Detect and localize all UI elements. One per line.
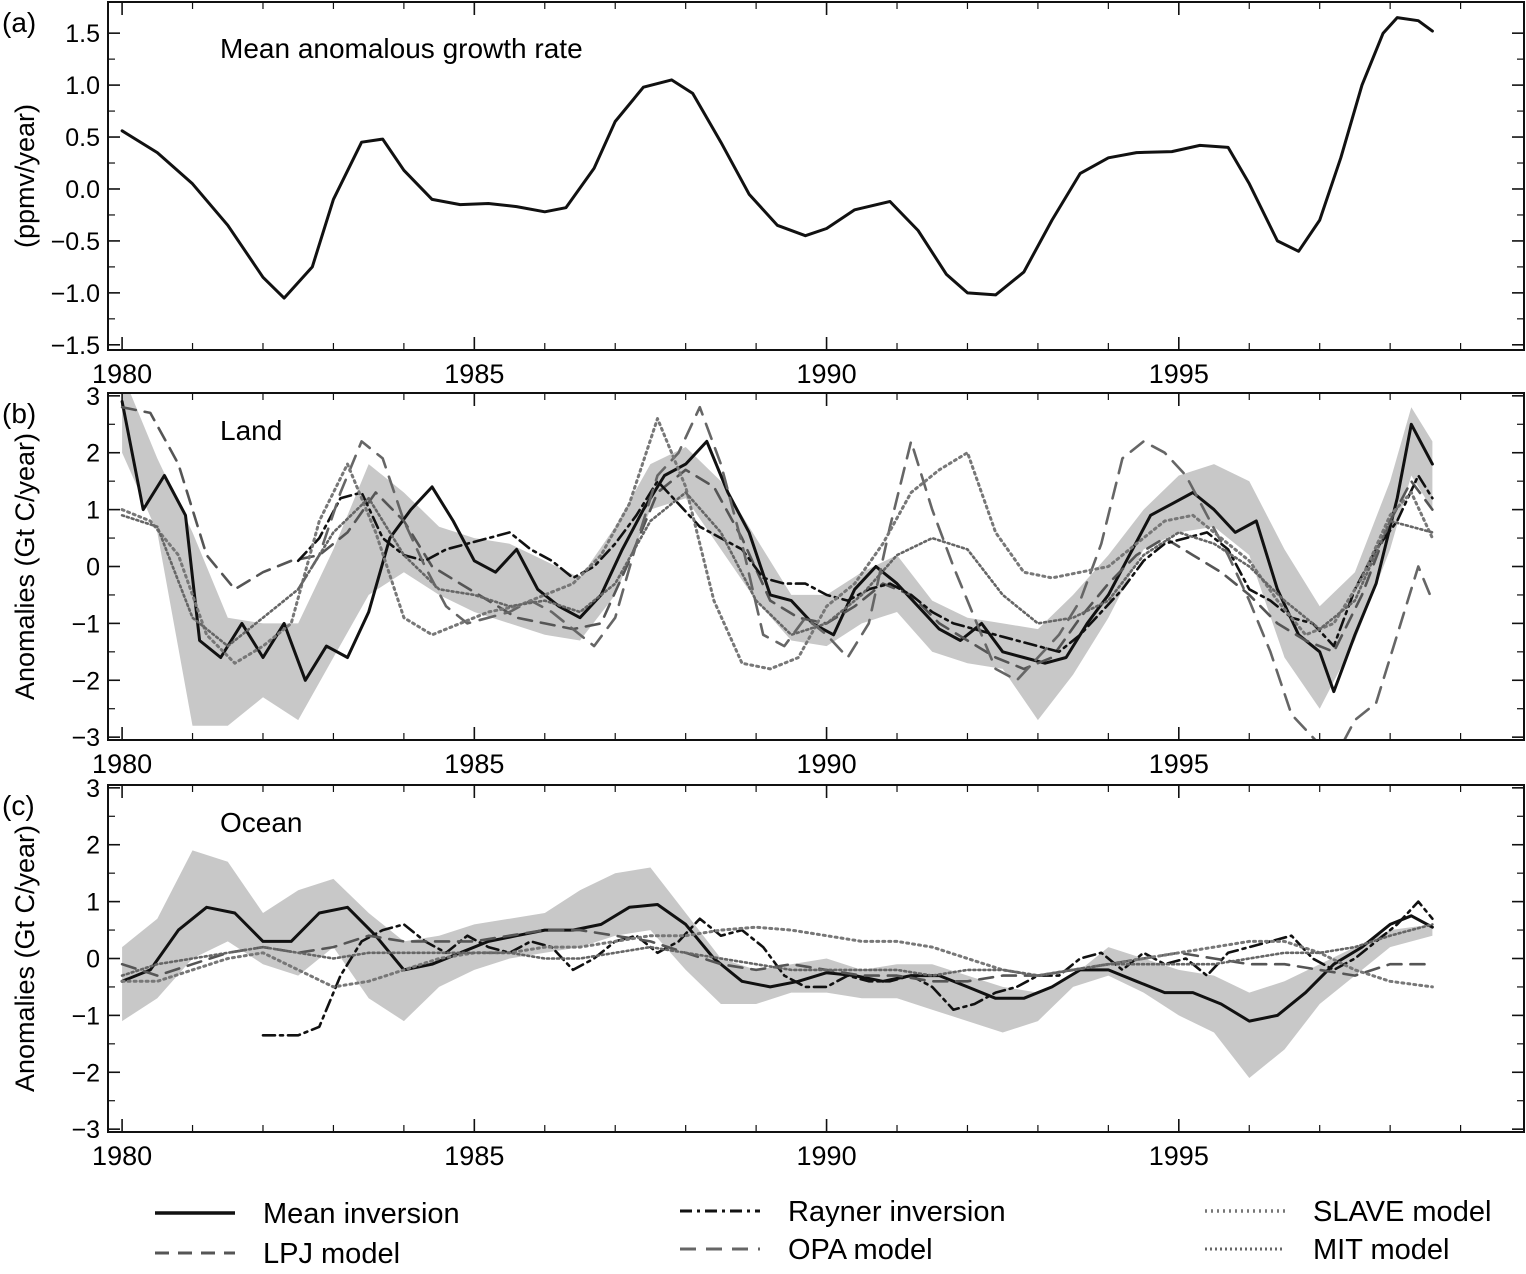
plot-frame [107,1,1525,351]
legend-label-mean-inversion: Mean inversion [263,1198,460,1230]
x-tick-label: 1995 [1149,359,1209,389]
panel-c: −3 −2 −1 0 1 2 3 1980 1985 1990 1995 (c) Ocean Anomal… [2,775,1525,1171]
plot-area-b [120,393,1434,740]
plot-area-a [120,16,1434,300]
lpj-model-line [120,405,1434,671]
y-tick-label: 1 [86,889,100,917]
legend: Mean inversion LPJ model Rayner inversion O… [155,1196,1491,1270]
panel-annotation: Land [220,415,282,446]
y-tick-label: −3 [71,1116,100,1144]
legend-label-slave-model: SLAVE model [1313,1196,1491,1228]
opa-model-line [296,405,1434,740]
y-axis-label: Anomalies (Gt C/year) [10,825,40,1092]
y-tick-label: −0.5 [51,228,100,256]
plot-frame [107,784,1525,1133]
y-tick-label: 1.5 [65,20,100,48]
panel-tag: (b) [2,398,36,429]
y-tick-label: −1.5 [51,332,100,360]
mean-inversion-line [120,903,1434,1023]
y-tick-label: −1 [71,610,100,638]
y-tick-label: 2 [86,440,100,468]
y-tick-label: 0 [86,946,100,974]
rayner-inversion-line [261,900,1434,1037]
mean-inversion-line [120,400,1434,694]
y-tick-label: 0 [86,554,100,582]
slave-model-line [120,925,1434,989]
y-tick-label: −1 [71,1002,100,1030]
rayner-inversion-line [296,474,1434,654]
panel-annotation: Ocean [220,807,303,838]
x-tick-label: 1980 [92,359,152,389]
panel-tag: (c) [2,790,35,821]
y-axis-label: Anomalies (Gt C/year) [10,433,40,700]
panel-annotation: Mean anomalous growth rate [220,33,583,64]
y-axis-label: (ppmv/year) [10,104,40,248]
x-tick-label: 1990 [797,749,857,779]
plot-area-c [120,850,1434,1078]
series-line [120,16,1434,300]
panel-tag: (a) [2,7,36,38]
legend-label-rayner-inversion: Rayner inversion [788,1196,1006,1228]
x-tick-label: 1980 [92,749,152,779]
x-tick-label: 1985 [444,359,504,389]
mit-model-line [120,491,1434,648]
y-tick-label: 1 [86,497,100,525]
y-tick-label: −3 [71,724,100,752]
panel-a: −1.5 −1.0 −0.5 0.0 0.5 1.0 1.5 1980 1985 1990 1995… [2,1,1525,389]
legend-label-mit-model: MIT model [1313,1234,1449,1266]
y-tick-label: 3 [86,383,100,411]
x-tick-label: 1985 [444,749,504,779]
x-tick-label: 1995 [1149,749,1209,779]
x-tick-label: 1980 [92,1141,152,1171]
y-tick-label: 1.0 [65,72,100,100]
y-tick-label: −2 [71,1059,100,1087]
y-tick-label: 0.0 [65,176,100,204]
x-tick-label: 1990 [797,359,857,389]
x-tick-label: 1990 [797,1141,857,1171]
slave-model-line [120,417,1434,671]
uncertainty-band [122,850,1433,1078]
y-tick-label: 0.5 [65,124,100,152]
x-tick-label: 1985 [444,1141,504,1171]
y-tick-label: 3 [86,775,100,803]
legend-label-opa-model: OPA model [788,1234,933,1266]
y-tick-label: 2 [86,832,100,860]
x-tick-label: 1995 [1149,1141,1209,1171]
legend-label-lpj-model: LPJ model [263,1238,400,1270]
mit-model-line [120,923,1434,977]
y-tick-label: −2 [71,667,100,695]
panel-b: −3 −2 −1 0 1 2 3 1980 1985 1990 1995 (b) Land Anomali… [2,383,1525,779]
y-tick-label: −1.0 [51,280,100,308]
